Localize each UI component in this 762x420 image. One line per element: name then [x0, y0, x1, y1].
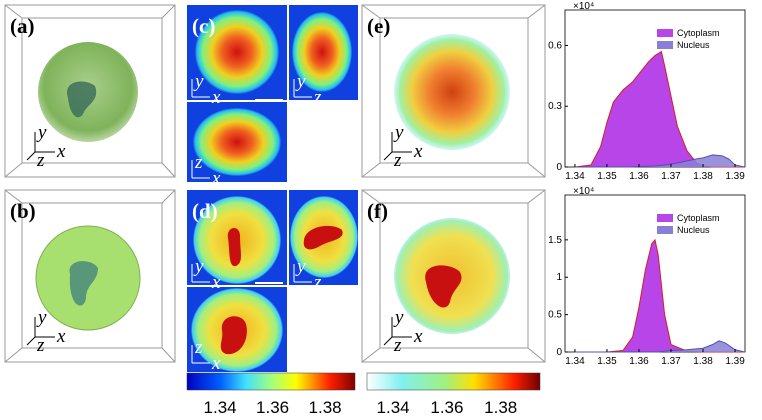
nucleus-render	[69, 261, 98, 306]
x-tick-label: 1.39	[725, 356, 745, 367]
x-tick-label: 1.36	[629, 356, 649, 367]
axis-letter: x	[56, 141, 66, 162]
colorbar-tick-label: 1.34	[204, 398, 237, 417]
y-tick-label: 0	[556, 162, 562, 173]
axis-letter: y	[193, 71, 204, 92]
axis-letter: z	[194, 337, 203, 358]
axis-letter: y	[295, 256, 306, 277]
cell-render	[394, 34, 510, 150]
x-tick-label: 1.38	[693, 356, 713, 367]
colorbar-tick-label: 1.38	[309, 398, 342, 417]
axis-letter: z	[36, 150, 45, 171]
axis-triad: yxz	[383, 122, 423, 171]
axis-letter: z	[313, 272, 322, 293]
axis-letter: z	[393, 150, 402, 171]
axis-triad: yxz	[26, 307, 66, 356]
legend-swatch	[657, 29, 673, 37]
panel-label: (c)	[192, 14, 215, 38]
axis-letter: x	[56, 326, 66, 347]
axis-letter: y	[393, 307, 404, 328]
x-tick-label: 1.36	[629, 171, 649, 182]
axis-letter: y	[36, 307, 47, 328]
axis-letter: y	[295, 71, 306, 92]
legend-swatch	[657, 41, 673, 49]
slice-nucleus	[303, 225, 343, 250]
legend-label: Cytoplasm	[677, 28, 720, 38]
slice-cell	[292, 12, 352, 92]
slice-cell	[195, 10, 279, 94]
panel-label: (d)	[192, 199, 218, 223]
colorbar-tick-label: 1.36	[256, 398, 289, 417]
axis-arrow	[383, 336, 393, 346]
nucleus-render	[67, 81, 97, 118]
legend-label: Nucleus	[677, 40, 710, 50]
area-edge	[574, 154, 745, 168]
axis-letter: y	[36, 122, 47, 143]
y-tick-label: 1	[556, 272, 562, 283]
y-tick-label: 0.3	[548, 101, 562, 112]
x-tick-label: 1.39	[725, 171, 745, 182]
legend-label: Cytoplasm	[677, 213, 720, 223]
colorbar	[186, 372, 356, 391]
axis-letter: z	[393, 335, 402, 356]
slice-nucleus	[227, 227, 241, 267]
axis-letter: x	[413, 141, 423, 162]
panel-label: (a)	[10, 14, 35, 38]
panel-label: (e)	[367, 14, 390, 38]
legend-swatch	[657, 226, 673, 234]
axis-exponent: ×10⁴	[573, 186, 594, 197]
axis-letter: x	[211, 168, 221, 189]
x-tick-label: 1.37	[661, 356, 681, 367]
legend-label: Nucleus	[677, 225, 710, 235]
y-tick-label: 0.5	[548, 310, 562, 321]
axis-letter: x	[211, 353, 221, 374]
panel-frame	[4, 4, 546, 363]
axis-letter: z	[36, 335, 45, 356]
legend-swatch	[657, 214, 673, 222]
x-tick-label: 1.35	[597, 356, 617, 367]
axis-letter: z	[194, 152, 203, 173]
colorbar-tick-label: 1.36	[430, 398, 463, 417]
nucleus-render	[425, 265, 462, 308]
y-tick-label: 0	[556, 347, 562, 358]
slice-cell	[193, 108, 281, 176]
axis-letter: y	[193, 256, 204, 277]
axis-letter: y	[393, 122, 404, 143]
colorbar-tick-label: 1.38	[484, 398, 517, 417]
area	[574, 340, 745, 352]
axis-exponent: ×10⁴	[573, 1, 594, 12]
area	[574, 51, 745, 167]
y-tick-label: 1.5	[548, 235, 562, 246]
area-edge	[574, 340, 745, 353]
x-tick-label: 1.34	[565, 171, 585, 182]
area	[574, 154, 745, 167]
colorbar-tick-label: 1.34	[377, 398, 410, 417]
x-tick-label: 1.37	[661, 171, 681, 182]
axis-letter: x	[413, 326, 423, 347]
axis-arrow	[26, 151, 36, 161]
panel-label: (f)	[367, 199, 388, 223]
x-tick-label: 1.34	[565, 356, 585, 367]
area	[574, 239, 745, 352]
x-tick-label: 1.38	[693, 171, 713, 182]
slice-nucleus	[220, 316, 247, 355]
axis-letter: z	[313, 87, 322, 108]
colorbar	[366, 372, 541, 391]
axis-triad: yxz	[26, 122, 66, 171]
y-tick-label: 0.6	[548, 40, 562, 51]
panel-label: (b)	[10, 199, 36, 223]
axis-arrow	[26, 336, 36, 346]
axis-letter: x	[211, 272, 221, 293]
axis-arrow	[383, 151, 393, 161]
x-tick-label: 1.35	[597, 171, 617, 182]
axis-triad: yxz	[383, 307, 423, 356]
axis-letter: x	[211, 87, 221, 108]
